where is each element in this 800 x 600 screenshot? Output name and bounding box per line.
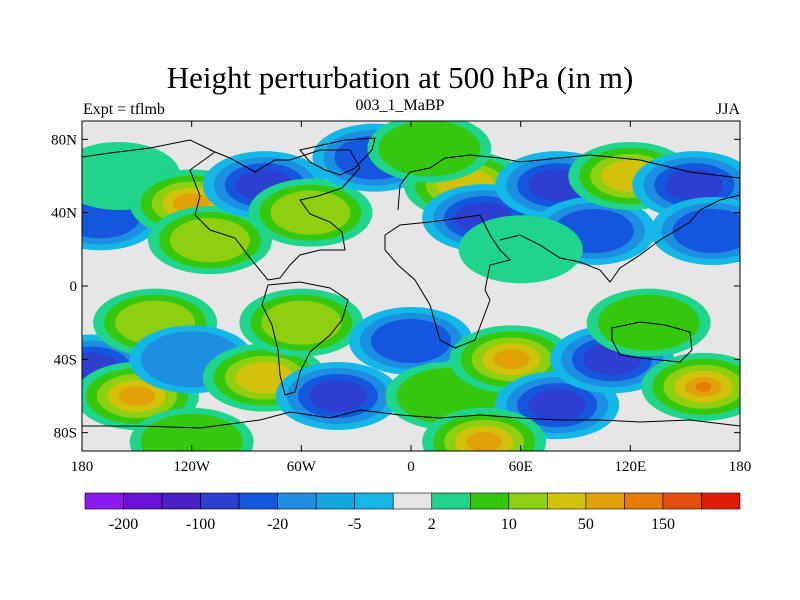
coastline-south-america — [261, 281, 349, 396]
y-tick-label: 80S — [54, 426, 77, 442]
contour-band — [466, 431, 503, 451]
x-tick-label: 0 — [407, 459, 415, 475]
coastlines — [82, 137, 740, 429]
y-axis-labels: 80N 40N 0 40S 80S — [51, 132, 77, 441]
x-tick-label: 120E — [614, 459, 646, 475]
colorbar-label: -200 — [109, 516, 138, 533]
contour-band — [169, 218, 250, 263]
x-tick-label: 180 — [729, 459, 752, 475]
x-tick-label: 60W — [287, 459, 317, 475]
anomaly-low — [275, 362, 400, 430]
experiment-label: Expt = tflmb — [83, 101, 165, 118]
contour-band — [378, 121, 481, 177]
y-tick-label: 40S — [54, 352, 77, 368]
season-label: JJA — [716, 101, 741, 118]
plot-title: Height perturbation at 500 hPa (in m) — [166, 60, 634, 95]
contour-band — [371, 319, 451, 363]
coastline-north-america — [82, 139, 361, 281]
colorbar-swatch — [123, 492, 163, 510]
colorbar-label: -100 — [186, 516, 215, 533]
colorbar-swatch — [277, 492, 317, 510]
colorbar-swatch — [354, 492, 394, 510]
contour-band — [270, 190, 351, 235]
height-field — [82, 121, 740, 451]
anomaly-low — [349, 307, 473, 375]
colorbar-swatch — [392, 492, 433, 510]
contour-band — [261, 300, 342, 345]
contour-band — [140, 413, 243, 451]
anomaly-high — [367, 121, 492, 183]
contour-band — [118, 386, 155, 406]
colorbar-swatch — [238, 492, 278, 510]
colorbar-swatch — [315, 492, 356, 510]
x-tick-label: 60E — [509, 459, 533, 475]
coastline-greenland — [299, 137, 376, 176]
contour-band — [308, 380, 367, 412]
colorbar-swatch — [547, 492, 587, 510]
anomaly-high — [641, 352, 740, 421]
anomaly-low — [650, 197, 740, 265]
case-label: 003_1_MaBP — [355, 97, 445, 114]
colorbar-label: 50 — [578, 516, 594, 533]
y-tick-label: 0 — [70, 279, 78, 295]
coastline-africa — [384, 214, 511, 349]
y-tick-label: 80N — [51, 132, 77, 148]
y-tick-label: 40N — [51, 206, 77, 222]
colorbar-swatch — [200, 492, 240, 510]
x-tick-label: 180 — [71, 459, 94, 475]
colorbar-swatch — [701, 492, 741, 510]
anomaly-high — [129, 407, 254, 451]
contour-band — [665, 169, 724, 202]
colorbar-swatch — [508, 492, 548, 510]
colorbar-swatch — [84, 492, 124, 510]
colorbar-label: 150 — [651, 516, 675, 533]
x-axis-labels: 180 120W 60W 0 60E 120E 180 — [71, 459, 752, 475]
contour-band — [493, 349, 530, 370]
anomaly-high — [239, 288, 364, 357]
colorbar-label: -5 — [348, 516, 361, 533]
colorbar — [84, 492, 741, 510]
x-tick-label: 120W — [173, 459, 211, 475]
anomaly-high — [458, 215, 583, 284]
anomaly-high — [422, 407, 547, 451]
colorbar-label: 10 — [501, 516, 517, 533]
colorbar-swatch — [161, 492, 201, 510]
contour-band — [695, 381, 712, 392]
contour-band — [672, 209, 740, 253]
colorbar-label: 2 — [428, 516, 436, 533]
contour-band — [458, 215, 583, 284]
colorbar-swatch — [662, 492, 702, 510]
coastline-australia — [611, 321, 693, 363]
anomaly-high — [147, 206, 272, 275]
colorbar-labels: -200 -100 -20 -5 2 10 50 150 — [109, 516, 675, 533]
colorbar-swatch — [469, 492, 510, 510]
colorbar-swatch — [431, 492, 471, 510]
coastline-antarctica — [82, 409, 740, 429]
contour-band — [528, 389, 587, 422]
colorbar-label: -20 — [267, 516, 288, 533]
coastline-asia — [499, 194, 740, 283]
colorbar-swatch — [624, 492, 664, 510]
colorbar-swatch — [585, 492, 625, 510]
coastline-europe — [397, 154, 740, 211]
axis-ticks — [81, 121, 741, 451]
